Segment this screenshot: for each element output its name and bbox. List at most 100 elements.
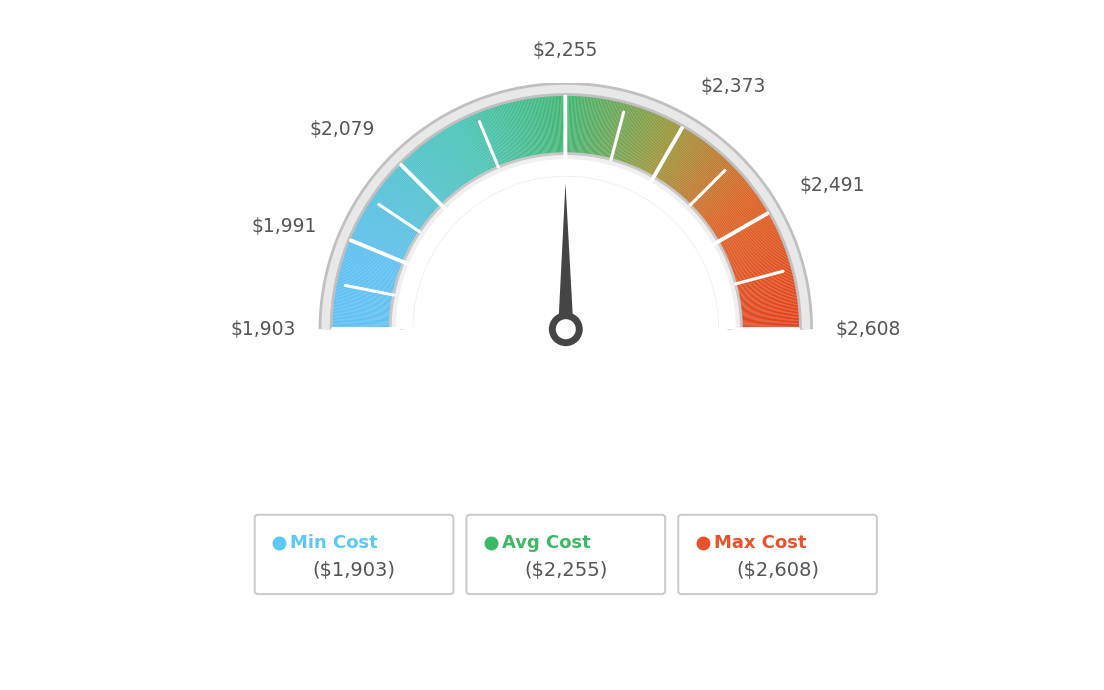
Polygon shape [582, 92, 592, 168]
Polygon shape [650, 126, 692, 192]
Polygon shape [466, 112, 499, 182]
Polygon shape [667, 142, 715, 204]
Polygon shape [453, 119, 490, 187]
Polygon shape [718, 246, 789, 273]
Polygon shape [342, 243, 415, 272]
Polygon shape [724, 284, 800, 300]
Polygon shape [708, 215, 776, 253]
Polygon shape [376, 183, 438, 231]
Polygon shape [723, 271, 798, 291]
Polygon shape [487, 104, 513, 177]
Polygon shape [724, 282, 800, 298]
Polygon shape [728, 316, 804, 321]
Polygon shape [705, 208, 772, 248]
Polygon shape [369, 194, 433, 238]
Polygon shape [590, 93, 602, 169]
Polygon shape [728, 317, 805, 322]
Polygon shape [502, 99, 523, 173]
Polygon shape [668, 144, 718, 205]
Polygon shape [714, 236, 786, 267]
Circle shape [549, 313, 583, 346]
Text: $2,255: $2,255 [532, 41, 598, 60]
Polygon shape [529, 93, 541, 170]
Polygon shape [474, 108, 505, 180]
Polygon shape [552, 91, 558, 168]
Polygon shape [726, 296, 803, 308]
Polygon shape [689, 174, 747, 224]
Polygon shape [468, 110, 500, 181]
Text: $1,991: $1,991 [252, 217, 317, 236]
Polygon shape [350, 226, 420, 260]
Polygon shape [583, 92, 593, 168]
Polygon shape [634, 112, 668, 183]
Polygon shape [728, 313, 804, 319]
Polygon shape [639, 117, 676, 186]
Polygon shape [477, 107, 507, 179]
Polygon shape [540, 92, 550, 168]
Polygon shape [331, 282, 407, 298]
Polygon shape [657, 132, 701, 196]
Polygon shape [355, 215, 424, 253]
Polygon shape [647, 123, 688, 190]
Polygon shape [328, 310, 405, 317]
Polygon shape [364, 200, 429, 243]
Polygon shape [719, 251, 792, 277]
Text: $1,903: $1,903 [231, 319, 296, 339]
Polygon shape [421, 139, 468, 201]
Polygon shape [508, 97, 528, 172]
Polygon shape [348, 230, 418, 263]
Polygon shape [726, 308, 804, 316]
Polygon shape [591, 93, 605, 170]
Polygon shape [335, 267, 410, 288]
Polygon shape [684, 167, 742, 220]
Polygon shape [399, 158, 453, 214]
Polygon shape [700, 196, 765, 240]
Polygon shape [423, 137, 470, 199]
Polygon shape [662, 138, 710, 200]
Polygon shape [678, 157, 732, 213]
Polygon shape [609, 99, 631, 174]
Polygon shape [333, 273, 408, 292]
Polygon shape [352, 221, 422, 257]
Polygon shape [328, 305, 405, 314]
Polygon shape [629, 110, 660, 181]
Polygon shape [433, 130, 477, 195]
Polygon shape [725, 289, 802, 303]
Polygon shape [327, 90, 805, 329]
Polygon shape [333, 271, 408, 291]
Polygon shape [631, 110, 664, 181]
Polygon shape [442, 124, 482, 191]
Polygon shape [712, 228, 783, 262]
Polygon shape [723, 274, 798, 293]
Polygon shape [530, 93, 542, 169]
Polygon shape [670, 146, 720, 206]
Polygon shape [726, 305, 804, 314]
Polygon shape [720, 257, 794, 281]
Polygon shape [624, 106, 652, 179]
Polygon shape [723, 273, 798, 292]
Polygon shape [726, 301, 803, 311]
Polygon shape [588, 92, 601, 169]
Polygon shape [527, 93, 541, 170]
Polygon shape [617, 103, 643, 176]
Polygon shape [728, 311, 804, 318]
Polygon shape [686, 168, 743, 221]
Polygon shape [578, 91, 586, 168]
Polygon shape [587, 92, 598, 169]
Polygon shape [535, 92, 546, 169]
Polygon shape [625, 107, 654, 179]
Polygon shape [715, 239, 787, 268]
Polygon shape [546, 91, 553, 168]
Polygon shape [702, 201, 768, 244]
Polygon shape [339, 254, 412, 279]
Polygon shape [635, 113, 669, 184]
Polygon shape [645, 121, 683, 188]
Polygon shape [651, 127, 693, 193]
Polygon shape [615, 101, 639, 175]
Polygon shape [563, 90, 565, 168]
Polygon shape [478, 107, 507, 179]
Polygon shape [327, 328, 404, 329]
Polygon shape [672, 150, 725, 208]
Polygon shape [693, 181, 754, 230]
Polygon shape [578, 91, 585, 168]
